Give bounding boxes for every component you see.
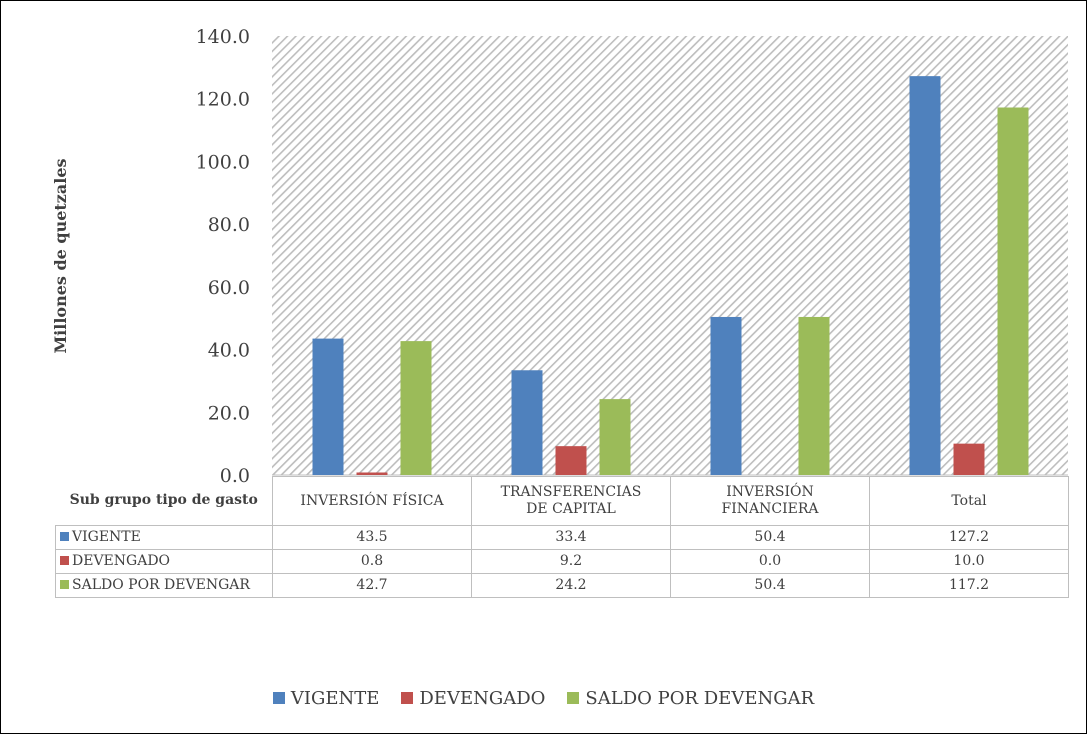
legend-swatch — [60, 532, 69, 541]
data-label: 10.0 — [869, 549, 1069, 574]
bar — [599, 399, 631, 475]
y-tick-label: 140.0 — [196, 26, 250, 48]
bar — [312, 338, 344, 475]
legend-label: DEVENGADO — [419, 688, 546, 709]
legend-swatch — [60, 556, 69, 565]
legend-item: DEVENGADO — [401, 688, 545, 709]
legend-swatch — [401, 692, 414, 704]
data-label: 33.4 — [471, 525, 671, 550]
bar — [555, 446, 587, 475]
data-label: 9.2 — [471, 549, 671, 574]
table-header: Sub grupo tipo de gasto — [55, 476, 273, 526]
data-label: 50.4 — [670, 525, 870, 550]
bar — [909, 76, 941, 475]
data-label: 50.4 — [670, 573, 870, 598]
bar — [798, 316, 830, 475]
table-row: VIGENTE 43.5 33.4 50.4 127.2 — [55, 525, 1069, 550]
legend-label: SALDO POR DEVENGAR — [585, 688, 815, 709]
bar — [710, 316, 742, 475]
data-label: 24.2 — [471, 573, 671, 598]
legend-item: SALDO POR DEVENGAR — [567, 688, 814, 709]
bar — [997, 107, 1029, 475]
legend-label: VIGENTE — [290, 688, 380, 709]
legend-item: VIGENTE — [272, 688, 380, 709]
data-table: Sub grupo tipo de gasto INVERSIÓN FÍSICA T… — [55, 476, 1069, 598]
y-tick-label: 100.0 — [196, 151, 250, 173]
y-tick-label: 60.0 — [208, 277, 250, 299]
data-label: 0.0 — [670, 549, 870, 574]
legend-swatch — [60, 580, 69, 589]
legend-swatch — [272, 692, 285, 704]
x-tick-label: TRANSFERENCIAS DE CAPITAL — [471, 476, 671, 526]
bar — [356, 472, 388, 475]
y-axis-label: Millones de quetzales — [51, 158, 70, 353]
y-tick-label: 20.0 — [208, 402, 250, 424]
legend-swatch — [567, 692, 580, 704]
plot-area — [272, 36, 1068, 475]
series-name: DEVENGADO — [72, 553, 171, 569]
series-name: VIGENTE — [72, 529, 141, 545]
data-label: 127.2 — [869, 525, 1069, 550]
y-tick-label: 40.0 — [208, 340, 250, 362]
data-label: 43.5 — [272, 525, 472, 550]
bar — [953, 443, 985, 475]
row-header: SALDO POR DEVENGAR — [55, 573, 273, 598]
bar — [511, 370, 543, 475]
series-name: SALDO POR DEVENGAR — [72, 577, 250, 593]
x-tick-label: INVERSIÓN FINANCIERA — [670, 476, 870, 526]
table-header-row: Sub grupo tipo de gasto INVERSIÓN FÍSICA T… — [55, 476, 1069, 526]
data-label: 117.2 — [869, 573, 1069, 598]
y-tick-label: 120.0 — [196, 89, 250, 111]
table-row: SALDO POR DEVENGAR 42.7 24.2 50.4 117.2 — [55, 573, 1069, 598]
x-tick-label: INVERSIÓN FÍSICA — [272, 476, 472, 526]
legend: VIGENTE DEVENGADO SALDO POR DEVENGAR — [0, 688, 1087, 709]
data-label: 42.7 — [272, 573, 472, 598]
bar — [400, 341, 432, 475]
x-tick-label: Total — [869, 476, 1069, 526]
data-label: 0.8 — [272, 549, 472, 574]
table-row: DEVENGADO 0.8 9.2 0.0 10.0 — [55, 549, 1069, 574]
row-header: VIGENTE — [55, 525, 273, 550]
y-tick-label: 80.0 — [208, 214, 250, 236]
row-header: DEVENGADO — [55, 549, 273, 574]
